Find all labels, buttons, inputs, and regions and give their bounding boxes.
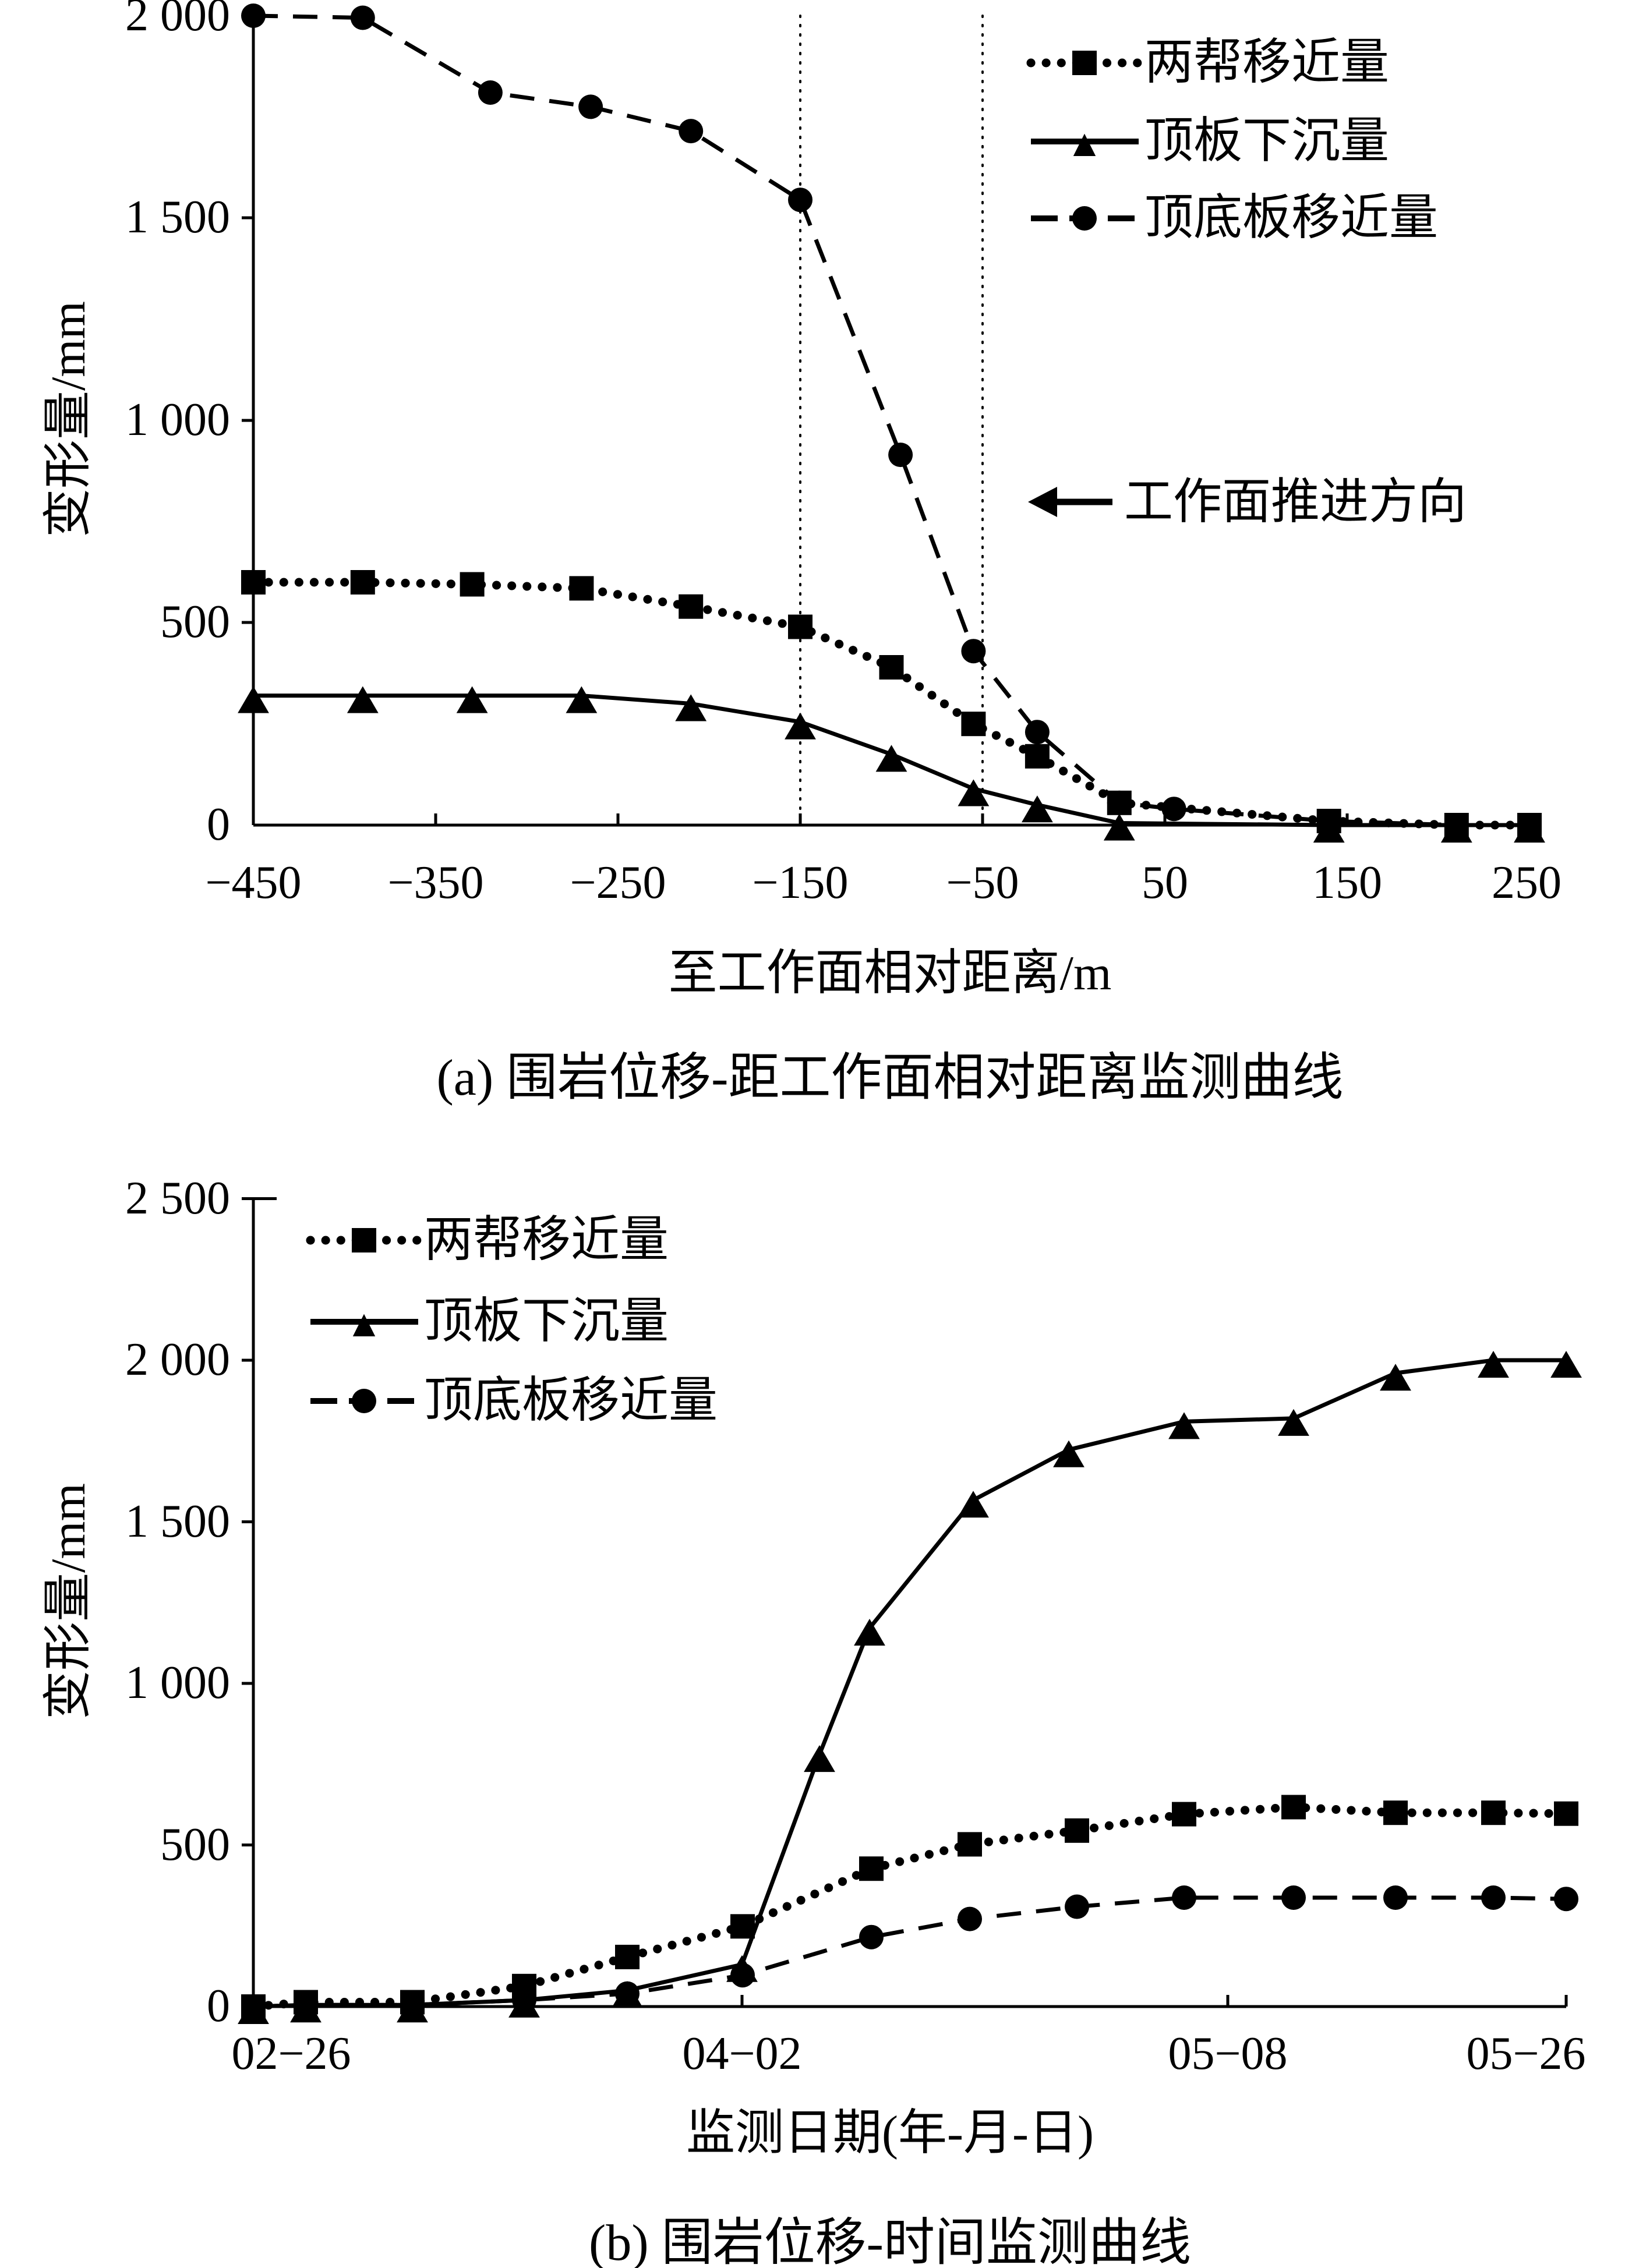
svg-text:05−26: 05−26 [1466,2028,1585,2079]
svg-text:04−02: 04−02 [682,2028,801,2079]
svg-text:150: 150 [1312,857,1382,908]
svg-text:两帮移近量: 两帮移近量 [424,1213,669,1267]
svg-text:1 500: 1 500 [125,192,230,243]
svg-text:1 500: 1 500 [125,1496,230,1547]
svg-text:0: 0 [207,799,230,850]
svg-text:顶底板移近量: 顶底板移近量 [424,1374,718,1428]
svg-text:1 000: 1 000 [125,394,230,445]
svg-text:至工作面相对距离/m: 至工作面相对距离/m [669,946,1112,1000]
svg-text:2 000: 2 000 [125,0,230,41]
svg-text:变形量/mm: 变形量/mm [41,301,96,537]
svg-text:监测日期(年-月-日): 监测日期(年-月-日) [686,2106,1094,2160]
svg-text:2 500: 2 500 [125,1173,230,1224]
svg-text:0: 0 [207,1980,230,2032]
svg-text:−450: −450 [205,857,301,908]
svg-text:−50: −50 [946,857,1019,908]
svg-text:两帮移近量: 两帮移近量 [1144,36,1389,90]
svg-text:顶底板移近量: 顶底板移近量 [1144,191,1438,245]
svg-text:(a) 围岩位移-距工作面相对距离监测曲线: (a) 围岩位移-距工作面相对距离监测曲线 [437,1050,1344,1106]
svg-text:−150: −150 [752,857,848,908]
svg-text:−250: −250 [570,857,666,908]
svg-text:05−08: 05−08 [1168,2028,1287,2079]
svg-text:1 000: 1 000 [125,1657,230,1708]
svg-text:2 000: 2 000 [125,1334,230,1385]
svg-text:02−26: 02−26 [231,2028,351,2079]
svg-text:500: 500 [160,596,230,648]
svg-text:250: 250 [1492,857,1562,908]
svg-text:500: 500 [160,1819,230,1870]
svg-text:−350: −350 [387,857,483,908]
svg-text:(b) 围岩位移-时间监测曲线: (b) 围岩位移-时间监测曲线 [589,2215,1191,2268]
svg-text:顶板下沉量: 顶板下沉量 [1144,114,1389,168]
svg-text:变形量/mm: 变形量/mm [41,1483,96,1719]
svg-text:顶板下沉量: 顶板下沉量 [424,1294,669,1349]
svg-text:工作面推进方向: 工作面推进方向 [1124,475,1467,529]
svg-text:50: 50 [1142,857,1188,908]
